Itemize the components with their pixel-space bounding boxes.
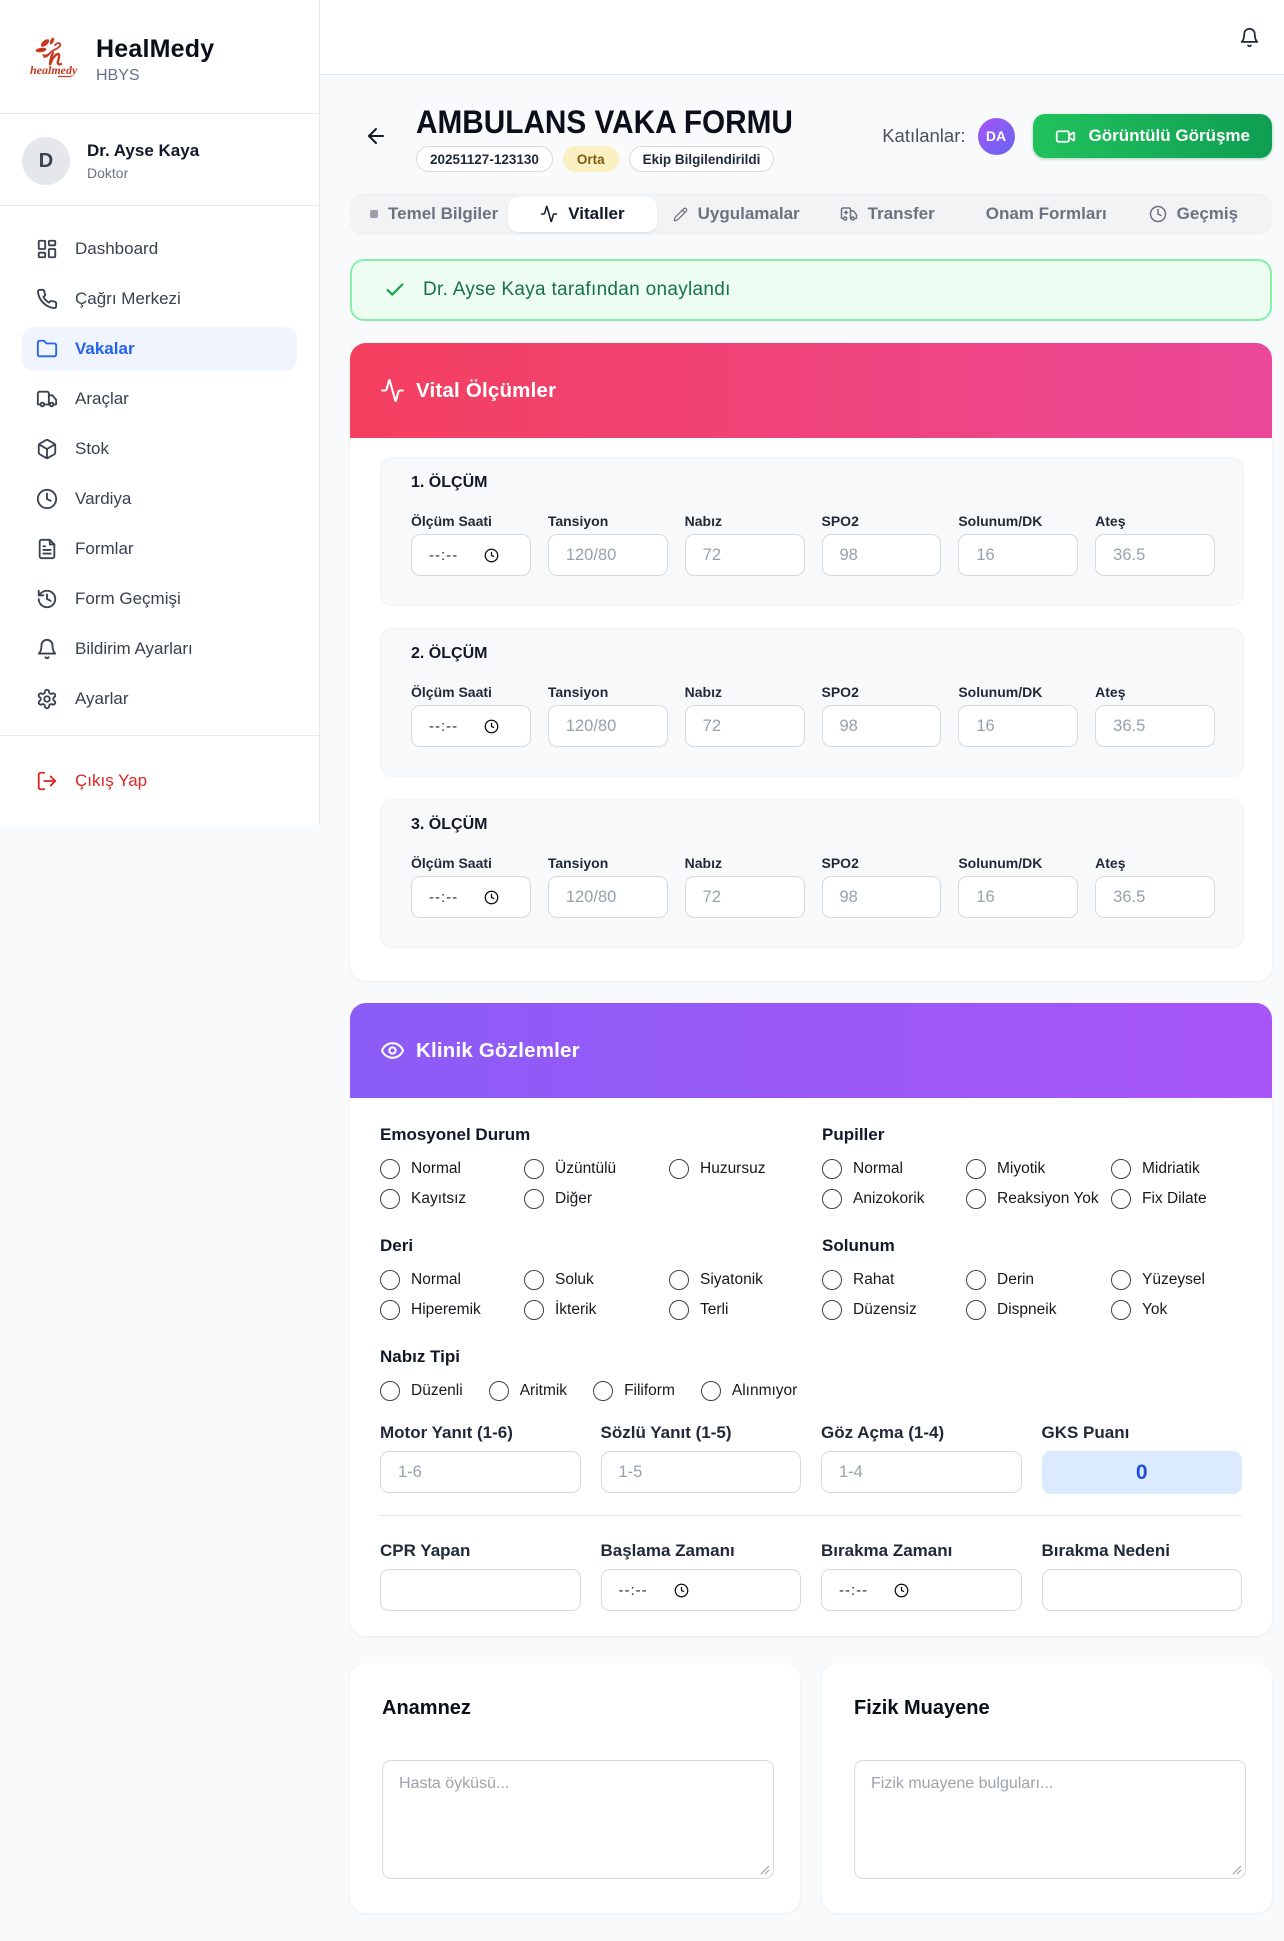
svg-text:healmedy: healmedy: [30, 63, 78, 77]
